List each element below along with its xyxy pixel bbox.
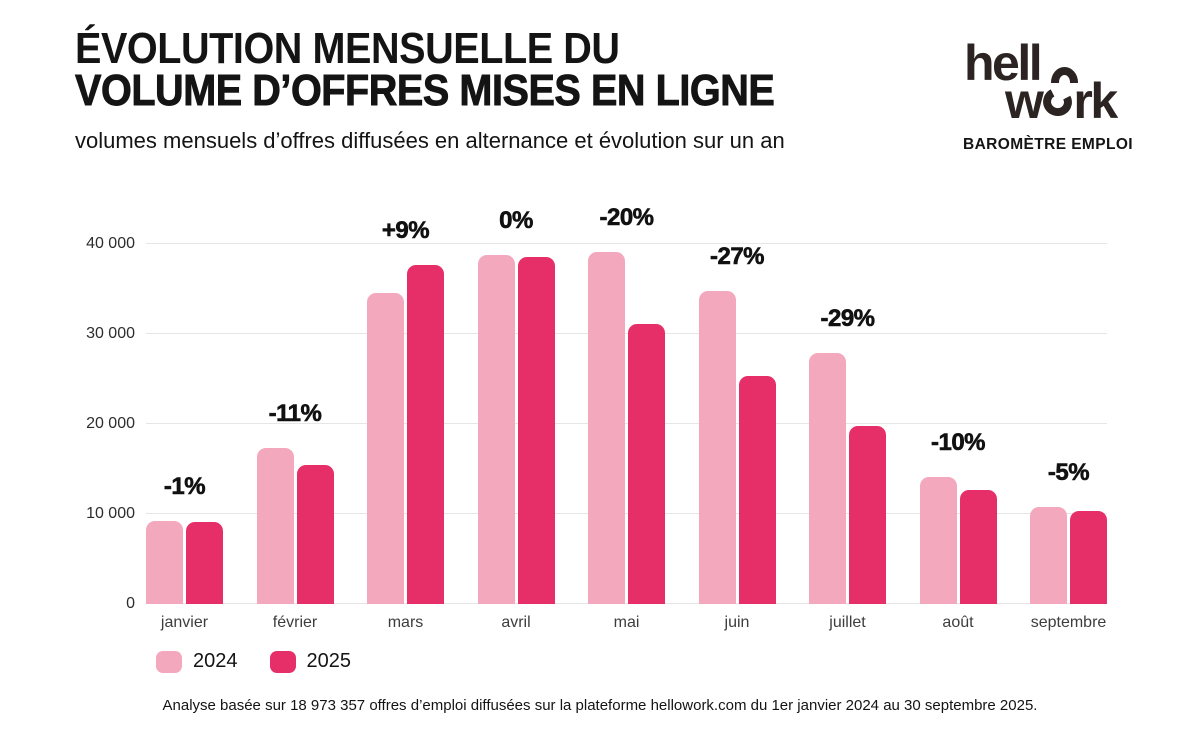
bar-group-avril: 0% avril bbox=[477, 208, 555, 631]
brand-tagline: BAROMÈTRE EMPLOI bbox=[963, 136, 1134, 153]
legend-item-2025: 2025 bbox=[269, 650, 352, 673]
bar-2024-février bbox=[256, 448, 294, 604]
page-title: ÉVOLUTION MENSUELLE DU VOLUME D’OFFRES M… bbox=[75, 24, 852, 115]
brand-block: hell w rk BAROMÈTRE EMPLOI bbox=[963, 35, 1138, 154]
gridline bbox=[146, 602, 1107, 604]
title-line-2: VOLUME D’OFFRES MISES EN LIGNE bbox=[75, 66, 776, 115]
bar-2025-mai bbox=[628, 324, 665, 604]
yoy-change-label: 0% bbox=[499, 206, 534, 234]
subtitle: volumes mensuels d’offres diffusées en a… bbox=[75, 128, 785, 153]
gridline bbox=[146, 512, 1107, 514]
yoy-change-label: +9% bbox=[381, 216, 430, 244]
yoy-change-label: -20% bbox=[599, 204, 654, 232]
yoy-change-label: -5% bbox=[1047, 458, 1090, 486]
y-tick-label: 30 000 bbox=[86, 325, 135, 342]
title-line-1: ÉVOLUTION MENSUELLE DU bbox=[75, 24, 620, 73]
logo-text-rk: rk bbox=[1073, 73, 1118, 129]
yoy-change-label: -29% bbox=[820, 304, 875, 332]
bar-2025-septembre bbox=[1070, 511, 1107, 604]
bar-2025-juin bbox=[738, 376, 776, 604]
gridline bbox=[146, 332, 1107, 334]
bar-group-juin: -27% juin bbox=[698, 242, 776, 631]
logo-text-hell: hell bbox=[964, 35, 1043, 91]
bar-2025-avril bbox=[517, 256, 555, 604]
yoy-change-label: -11% bbox=[268, 400, 322, 428]
bar-group-janvier: -1% janvier bbox=[146, 244, 223, 631]
bar-group-juillet: -29% juillet bbox=[809, 244, 886, 631]
bar-group-mai: -20% mai bbox=[588, 205, 665, 631]
bar-2024-juin bbox=[698, 290, 736, 604]
bar-2025-janvier bbox=[186, 522, 223, 604]
x-tick-label: avril bbox=[501, 614, 531, 631]
y-tick-label: 20 000 bbox=[86, 415, 135, 432]
bar-2024-juillet bbox=[809, 352, 846, 604]
bar-group-septembre: -5% septembre bbox=[1030, 244, 1107, 631]
bar-2025-février bbox=[296, 464, 334, 604]
legend-label: 2025 bbox=[306, 650, 352, 672]
bar-2025-août bbox=[959, 489, 997, 604]
header: ÉVOLUTION MENSUELLE DU VOLUME D’OFFRES M… bbox=[75, 24, 852, 154]
chart-legend: 2024 2025 bbox=[156, 650, 351, 673]
bar-2025-mars bbox=[407, 264, 444, 604]
x-tick-label: juin bbox=[724, 614, 750, 631]
bar-2024-mai bbox=[588, 252, 625, 604]
bar-2024-avril bbox=[477, 254, 515, 604]
x-tick-label: mai bbox=[613, 614, 640, 631]
gridline bbox=[146, 242, 1107, 244]
x-tick-label: mars bbox=[387, 614, 424, 631]
bar-groups: -1% janvier -11% février +9% mars 0% avril -20% m… bbox=[146, 205, 1107, 631]
logo-text-w: w bbox=[1005, 73, 1044, 129]
source-note: Analyse basée sur 18 973 357 offres d’em… bbox=[162, 697, 1038, 714]
plot-area: 0 10 000 20 000 30 000 40 000 -1% janvier -11% f… bbox=[86, 205, 1107, 631]
legend-label: 2024 bbox=[193, 650, 238, 672]
x-tick-label: août bbox=[942, 614, 974, 631]
legend-item-2024: 2024 bbox=[156, 650, 238, 673]
y-tick-label: 40 000 bbox=[86, 235, 135, 252]
bar-group-août: -10% août bbox=[919, 244, 997, 631]
bar-2024-mars bbox=[367, 292, 404, 604]
bar-2024-janvier bbox=[146, 521, 183, 604]
yoy-change-label: -27% bbox=[709, 242, 765, 270]
bar-2024-août bbox=[919, 477, 957, 604]
bar-group-mars: +9% mars bbox=[367, 218, 444, 631]
y-tick-label: 10 000 bbox=[86, 505, 135, 522]
x-tick-label: septembre bbox=[1030, 614, 1107, 631]
x-tick-label: février bbox=[272, 614, 318, 631]
yoy-change-label: -10% bbox=[930, 429, 986, 457]
hellowork-logo: hell w rk bbox=[963, 35, 1138, 126]
bar-group-février: -11% février bbox=[256, 244, 334, 631]
gridline bbox=[146, 422, 1107, 424]
logo-open-o-bottom-icon bbox=[1039, 84, 1077, 120]
y-tick-label: 0 bbox=[126, 595, 135, 612]
bar-2024-septembre bbox=[1030, 506, 1067, 604]
bar-2025-juillet bbox=[849, 425, 886, 604]
logo-open-o-top-icon bbox=[1051, 67, 1078, 83]
x-tick-label: janvier bbox=[160, 614, 209, 631]
yoy-change-label: -1% bbox=[163, 473, 206, 501]
legend-swatch-2025 bbox=[269, 650, 296, 673]
legend-swatch-2024 bbox=[156, 650, 182, 673]
logo-text-work: w rk bbox=[1005, 73, 1118, 129]
x-tick-label: juillet bbox=[829, 614, 866, 631]
